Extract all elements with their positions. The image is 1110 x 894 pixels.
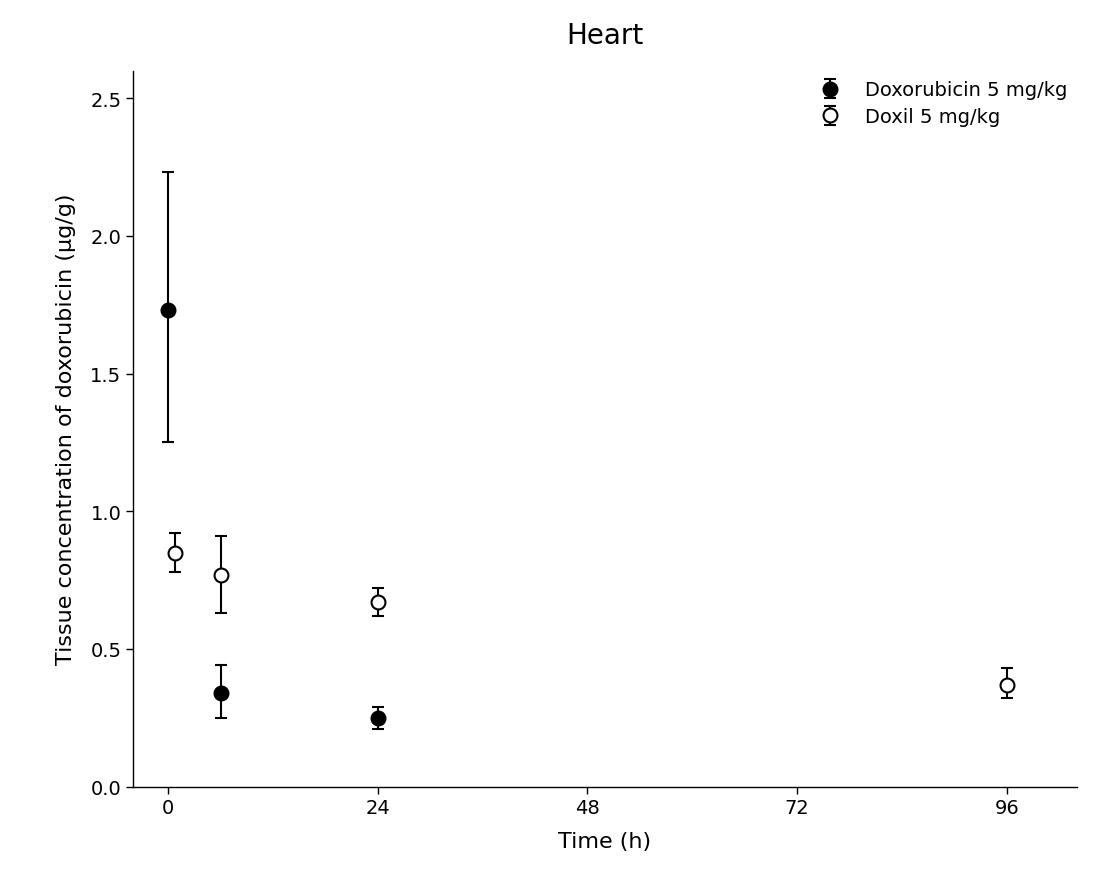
Y-axis label: Tissue concentration of doxorubicin (μg/g): Tissue concentration of doxorubicin (μg/… — [57, 194, 77, 664]
Title: Heart: Heart — [566, 21, 644, 50]
X-axis label: Time (h): Time (h) — [558, 831, 652, 851]
Legend: Doxorubicin 5 mg/kg, Doxil 5 mg/kg: Doxorubicin 5 mg/kg, Doxil 5 mg/kg — [810, 81, 1067, 127]
